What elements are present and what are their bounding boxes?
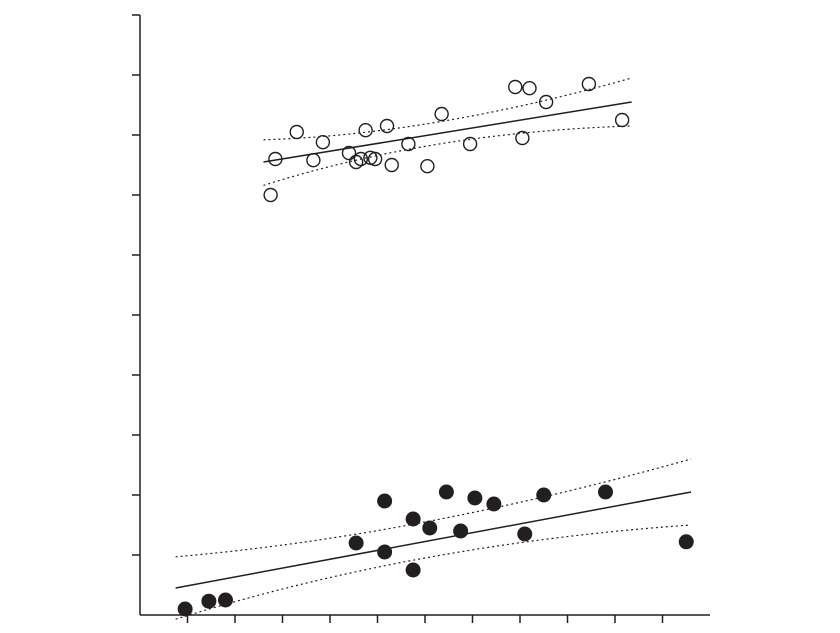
upper-open-circles-point [381, 120, 394, 133]
lower-filled-circles-point [377, 545, 392, 560]
upper-open-circles-point [616, 114, 629, 127]
upper-open-circles-point [421, 160, 434, 173]
upper-open-circles-point [290, 126, 303, 139]
lower-filled-circles-ci_upper [176, 459, 691, 557]
lower-filled-circles-point [201, 594, 216, 609]
lower-filled-circles-point [406, 512, 421, 527]
upper-open-circles-point [582, 78, 595, 91]
upper-open-circles-ci_upper [264, 78, 632, 140]
lower-filled-circles-point [349, 536, 364, 551]
scatter-regression-chart [0, 0, 840, 633]
lower-filled-circles-point [467, 491, 482, 506]
lower-filled-circles-point [679, 534, 694, 549]
upper-open-circles-point [350, 156, 363, 169]
upper-open-circles-point [402, 138, 415, 151]
upper-open-circles-point [464, 138, 477, 151]
lower-filled-circles-point [517, 527, 532, 542]
lower-filled-circles-regression-line [176, 492, 691, 588]
upper-open-circles-point [540, 96, 553, 109]
lower-filled-circles-point [598, 485, 613, 500]
lower-filled-circles-point [536, 488, 551, 503]
lower-filled-circles-point [439, 485, 454, 500]
upper-open-circles-point [435, 108, 448, 121]
upper-open-circles-point [359, 124, 372, 137]
upper-open-circles-point [264, 189, 277, 202]
upper-open-circles-point [509, 81, 522, 94]
lower-filled-circles-point [218, 593, 233, 608]
upper-open-circles-point [516, 132, 529, 145]
upper-open-circles-point [307, 154, 320, 167]
lower-filled-circles-point [377, 494, 392, 509]
lower-filled-circles-point [178, 602, 193, 617]
lower-filled-circles-ci_lower [176, 525, 691, 619]
upper-open-circles-point [523, 82, 536, 95]
lower-filled-circles-point [453, 524, 468, 539]
lower-filled-circles-point [486, 497, 501, 512]
upper-open-circles-point [316, 136, 329, 149]
upper-open-circles-point [385, 159, 398, 172]
lower-filled-circles-point [422, 521, 437, 536]
lower-filled-circles-point [406, 563, 421, 578]
